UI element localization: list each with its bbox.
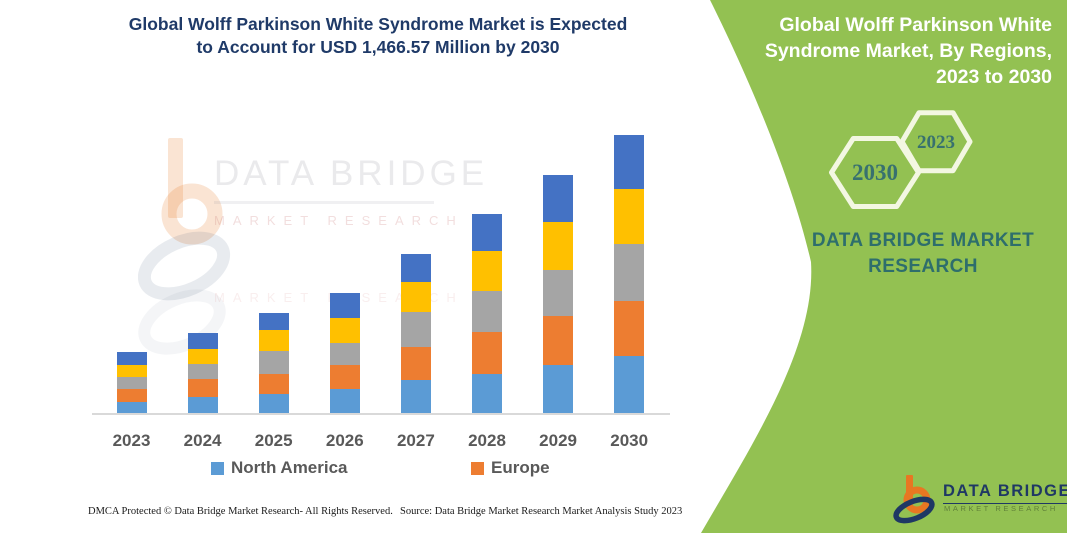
bar-segment-2023-s3 bbox=[116, 364, 147, 378]
bar-segment-2030-s0 bbox=[614, 356, 645, 413]
hexagon-2023-label: 2023 bbox=[917, 132, 955, 153]
x-axis-label-2028: 2028 bbox=[468, 431, 506, 450]
x-axis-line bbox=[92, 413, 670, 415]
logo-subtitle: MARKET RESEARCH bbox=[944, 504, 1058, 513]
bar-segment-2028-s4 bbox=[472, 213, 502, 252]
footer-source: Source: Data Bridge Market Research Mark… bbox=[400, 506, 683, 517]
bar-segment-2027-s2 bbox=[400, 311, 431, 347]
green-wave-shape bbox=[701, 0, 1067, 533]
bar-segment-2027-s0 bbox=[400, 379, 431, 413]
bar-segment-2025-s2 bbox=[258, 351, 289, 374]
bar-segment-2026-s2 bbox=[329, 342, 360, 365]
bar-segment-2028-s2 bbox=[472, 291, 502, 332]
watermark-logo-icon bbox=[138, 138, 231, 355]
legend-label: North America bbox=[231, 458, 348, 477]
legend-swatch bbox=[471, 461, 484, 475]
brand-text: DATA BRIDGE MARKET RESEARCH bbox=[811, 230, 1035, 277]
bar-segment-2028-s1 bbox=[472, 331, 502, 374]
bar-segment-2024-s3 bbox=[187, 348, 218, 364]
bar-segment-2028-s0 bbox=[472, 373, 502, 413]
bar-segment-2027-s1 bbox=[400, 346, 431, 380]
x-axis-label-2023: 2023 bbox=[112, 431, 151, 450]
bar-segment-2026-s4 bbox=[329, 292, 360, 318]
bar-segment-2025-s1 bbox=[258, 373, 289, 394]
x-axis-label-2029: 2029 bbox=[539, 431, 577, 450]
bar-segment-2027-s3 bbox=[400, 281, 431, 312]
page-title: Global Wolff Parkinson White Syndrome Ma… bbox=[128, 14, 628, 58]
bar-segment-2026-s3 bbox=[329, 317, 360, 343]
year-hexagons: 2030 2023 bbox=[829, 110, 973, 209]
bar-segment-2026-s1 bbox=[329, 364, 360, 390]
bar-segment-2025-s0 bbox=[258, 393, 289, 413]
bar-segment-2024-s0 bbox=[187, 397, 218, 413]
bar-segment-2025-s3 bbox=[258, 330, 289, 352]
bar-segment-2026-s0 bbox=[329, 389, 360, 413]
x-axis-label-2030: 2030 bbox=[610, 431, 649, 450]
company-logo: DATA BRIDGE MARKET RESEARCH bbox=[893, 471, 1067, 527]
x-axis-label-2024: 2024 bbox=[183, 431, 222, 450]
bar-segment-2030-s1 bbox=[614, 301, 645, 357]
legend-label: Europe bbox=[491, 458, 550, 477]
bar-segment-2023-s2 bbox=[116, 377, 147, 389]
legend-item-north-america: North America bbox=[211, 458, 348, 478]
bar-segment-2023-s0 bbox=[116, 401, 147, 413]
bar-segment-2030-s3 bbox=[614, 188, 645, 244]
x-axis-label-2026: 2026 bbox=[325, 431, 364, 450]
hexagon-2030-label: 2030 bbox=[852, 160, 898, 185]
footer-copyright: DMCA Protected © Data Bridge Market Rese… bbox=[88, 506, 393, 517]
bar-segment-2023-s4 bbox=[116, 352, 147, 365]
bar-segment-2029-s3 bbox=[543, 222, 574, 270]
legend-item-europe: Europe bbox=[471, 458, 550, 478]
legend-swatch bbox=[211, 461, 224, 475]
bar-segment-2024-s1 bbox=[187, 379, 218, 398]
bar-segment-2029-s1 bbox=[543, 316, 574, 365]
side-panel-title: Global Wolff Parkinson White Syndrome Ma… bbox=[764, 14, 1052, 88]
bar-segment-2029-s2 bbox=[543, 269, 574, 317]
bar-segment-2024-s4 bbox=[187, 333, 218, 349]
data-bridge-logo-icon bbox=[893, 475, 935, 524]
hexagon-2023 bbox=[899, 110, 973, 174]
bar-segment-2023-s1 bbox=[116, 388, 147, 402]
bar-segment-2029-s0 bbox=[543, 364, 574, 413]
bar-segment-2030-s2 bbox=[614, 244, 645, 302]
bar-segment-2024-s2 bbox=[187, 363, 218, 380]
bar-segment-2029-s4 bbox=[543, 174, 574, 223]
bar-segment-2025-s4 bbox=[258, 313, 289, 331]
logo-name: DATA BRIDGE bbox=[943, 482, 1067, 504]
bar-segment-2027-s4 bbox=[400, 253, 431, 282]
bar-segment-2028-s3 bbox=[472, 251, 502, 292]
bar-segment-2030-s4 bbox=[614, 135, 645, 189]
x-axis-label-2025: 2025 bbox=[254, 431, 293, 450]
x-axis-label-2027: 2027 bbox=[396, 431, 435, 450]
watermark-subtitle: MARKET RESEARCH bbox=[214, 213, 464, 228]
